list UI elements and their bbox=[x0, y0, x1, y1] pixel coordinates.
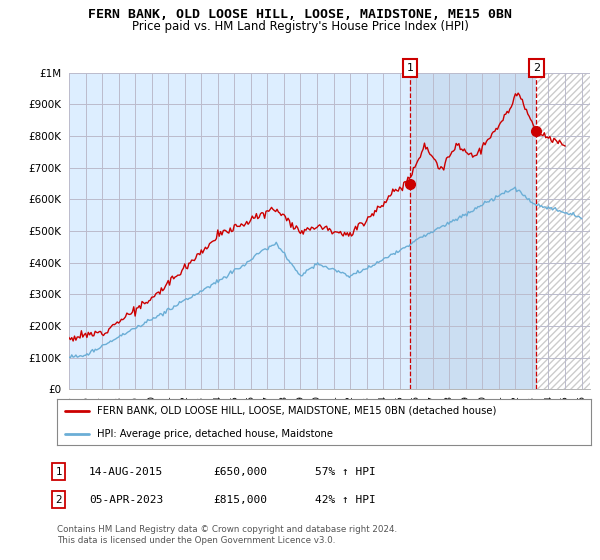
Text: 14-AUG-2015: 14-AUG-2015 bbox=[89, 466, 163, 477]
Text: FERN BANK, OLD LOOSE HILL, LOOSE, MAIDSTONE, ME15 0BN: FERN BANK, OLD LOOSE HILL, LOOSE, MAIDST… bbox=[88, 8, 512, 21]
Text: £650,000: £650,000 bbox=[213, 466, 267, 477]
Bar bbox=[536, 73, 590, 389]
Text: Price paid vs. HM Land Registry's House Price Index (HPI): Price paid vs. HM Land Registry's House … bbox=[131, 20, 469, 32]
Text: Contains HM Land Registry data © Crown copyright and database right 2024.
This d: Contains HM Land Registry data © Crown c… bbox=[57, 525, 397, 545]
Text: 57% ↑ HPI: 57% ↑ HPI bbox=[315, 466, 376, 477]
Text: 2: 2 bbox=[55, 494, 62, 505]
Text: FERN BANK, OLD LOOSE HILL, LOOSE, MAIDSTONE, ME15 0BN (detached house): FERN BANK, OLD LOOSE HILL, LOOSE, MAIDST… bbox=[97, 406, 496, 416]
Text: 2: 2 bbox=[533, 63, 540, 73]
Text: £815,000: £815,000 bbox=[213, 494, 267, 505]
Text: HPI: Average price, detached house, Maidstone: HPI: Average price, detached house, Maid… bbox=[97, 429, 333, 438]
Text: 1: 1 bbox=[406, 63, 413, 73]
Text: 42% ↑ HPI: 42% ↑ HPI bbox=[315, 494, 376, 505]
Bar bbox=[410, 73, 536, 389]
Text: 05-APR-2023: 05-APR-2023 bbox=[89, 494, 163, 505]
Text: 1: 1 bbox=[55, 466, 62, 477]
